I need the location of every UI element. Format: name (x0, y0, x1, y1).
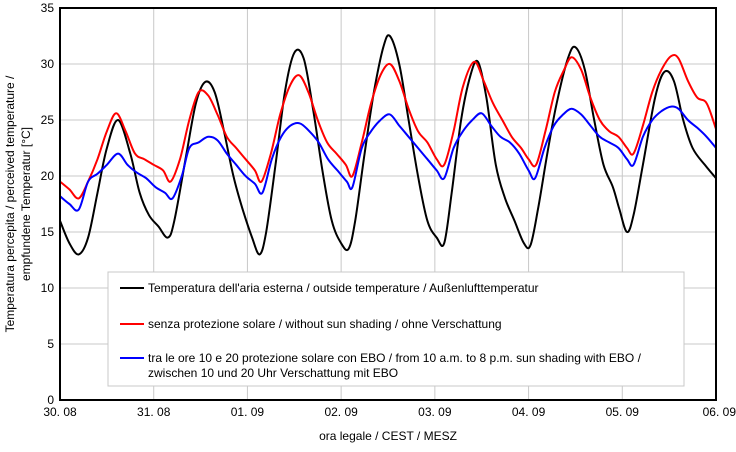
x-axis-title: ora legale / CEST / MESZ (319, 429, 457, 443)
legend-label-ebo-shading-line-1: tra le ore 10 e 20 protezione solare con… (148, 351, 642, 365)
legend-label-outside-temperature: Temperatura dell'aria esterna / outside … (148, 281, 539, 295)
x-tick-label: 05. 09 (606, 405, 640, 419)
series-lines (59, 34, 717, 256)
y-axis-title-line-2: empfundene Temperatur [°C] (19, 127, 33, 281)
y-tick-label: 35 (41, 1, 55, 15)
y-tick-label: 30 (41, 57, 55, 71)
legend: Temperatura dell'aria esterna / outside … (107, 271, 685, 387)
y-tick-label: 0 (47, 393, 54, 407)
x-tick-label: 06. 09 (703, 405, 736, 419)
y-axis-tick-labels: 0 5 10 15 20 25 30 35 (41, 1, 55, 407)
x-tick-label: 03. 09 (418, 405, 452, 419)
x-tick-label: 02. 09 (324, 405, 358, 419)
plot-area-border (59, 7, 717, 401)
x-tick-label: 01. 09 (231, 405, 265, 419)
y-tick-label: 15 (41, 225, 55, 239)
legend-label-without-shading: senza protezione solare / without sun sh… (148, 317, 502, 331)
y-tick-label: 5 (47, 337, 54, 351)
y-tick-label: 10 (41, 281, 55, 295)
x-axis-tick-labels: 30. 08 31. 08 01. 09 02. 09 03. 09 04. 09 05. … (43, 405, 736, 419)
y-tick-label: 25 (41, 113, 55, 127)
legend-label-ebo-shading-line-2: zwischen 10 und 20 Uhr Verschattung mit … (148, 366, 398, 380)
x-tick-label: 31. 08 (137, 405, 171, 419)
series-outside-temperature-line (59, 34, 717, 256)
x-tick-label: 30. 08 (43, 405, 77, 419)
legend-box (107, 271, 685, 387)
x-tick-label: 04. 09 (512, 405, 546, 419)
y-tick-label: 20 (41, 169, 55, 183)
series-without-shading-line (59, 53, 717, 200)
series-ebo-shading-line (59, 105, 717, 212)
y-axis-title-line-1: Temperatura percepita / perceived temper… (3, 75, 17, 332)
